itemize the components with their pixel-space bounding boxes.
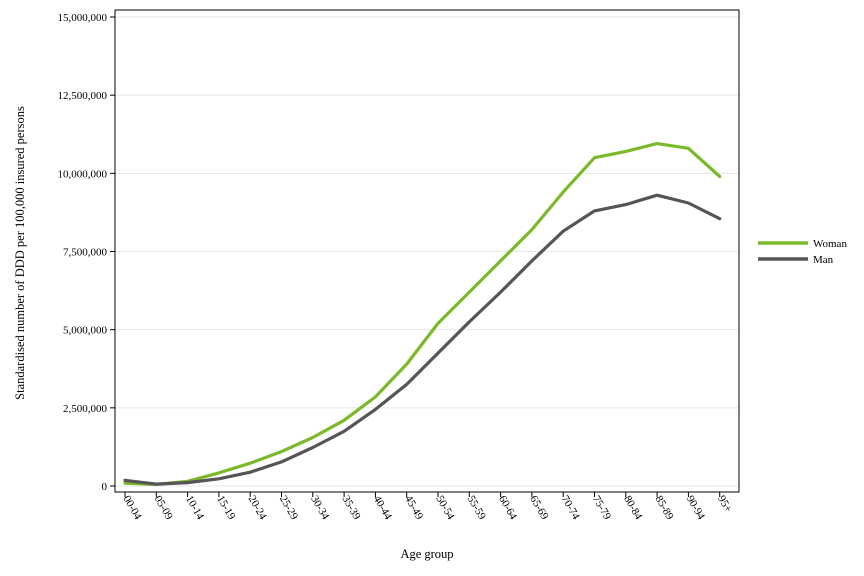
x-tick-label: 10-14 (183, 494, 206, 523)
x-tick-label: 80-84 (621, 494, 644, 523)
series-line-man (123, 193, 722, 486)
y-tick-label: 12,500,000 (58, 90, 108, 102)
x-tick-label: 50-54 (433, 494, 456, 523)
series-lines (123, 142, 722, 486)
x-axis-title: Age group (400, 547, 453, 561)
y-tick-label: 2,500,000 (63, 403, 108, 415)
x-tick-label: 85-89 (653, 494, 676, 523)
y-tick-label: 7,500,000 (63, 247, 108, 259)
y-axis: 0 2,500,000 5,000,000 7,500,000 10,000,000 12… (58, 12, 115, 493)
x-tick-label: 05-09 (152, 494, 175, 523)
x-tick-label: 25-29 (277, 494, 300, 523)
legend-label-woman: Woman (813, 238, 847, 250)
x-tick-label: 65-69 (527, 494, 550, 523)
legend: Woman Man (758, 238, 847, 266)
x-tick-label: 60-64 (496, 494, 519, 523)
x-tick-label: 00-04 (120, 494, 143, 523)
x-tick-label: 95+ (715, 494, 734, 515)
x-tick-label: 90-94 (684, 494, 707, 523)
x-tick-label: 40-44 (371, 494, 394, 523)
series-line-woman (123, 142, 722, 486)
x-tick-label: 15-19 (214, 494, 237, 523)
y-tick-label: 0 (102, 481, 108, 493)
y-axis-title: Standardised number of DDD per 100,000 i… (13, 106, 27, 400)
x-tick-label: 30-34 (308, 494, 331, 523)
y-tick-label: 10,000,000 (58, 168, 108, 180)
gridlines (115, 16, 739, 487)
x-tick-label: 35-39 (340, 494, 363, 523)
x-tick-label: 55-59 (465, 494, 488, 523)
x-tick-label: 70-74 (559, 494, 582, 523)
y-tick-label: 15,000,000 (58, 12, 108, 24)
x-tick-label: 75-79 (590, 494, 613, 523)
legend-label-man: Man (813, 254, 834, 266)
x-tick-label: 45-49 (402, 494, 425, 523)
x-tick-label: 20-24 (246, 494, 269, 523)
y-tick-label: 5,000,000 (63, 325, 108, 337)
x-axis: 00-04 05-09 10-14 15-19 20-24 25-29 30-34 35-39… (120, 492, 734, 522)
